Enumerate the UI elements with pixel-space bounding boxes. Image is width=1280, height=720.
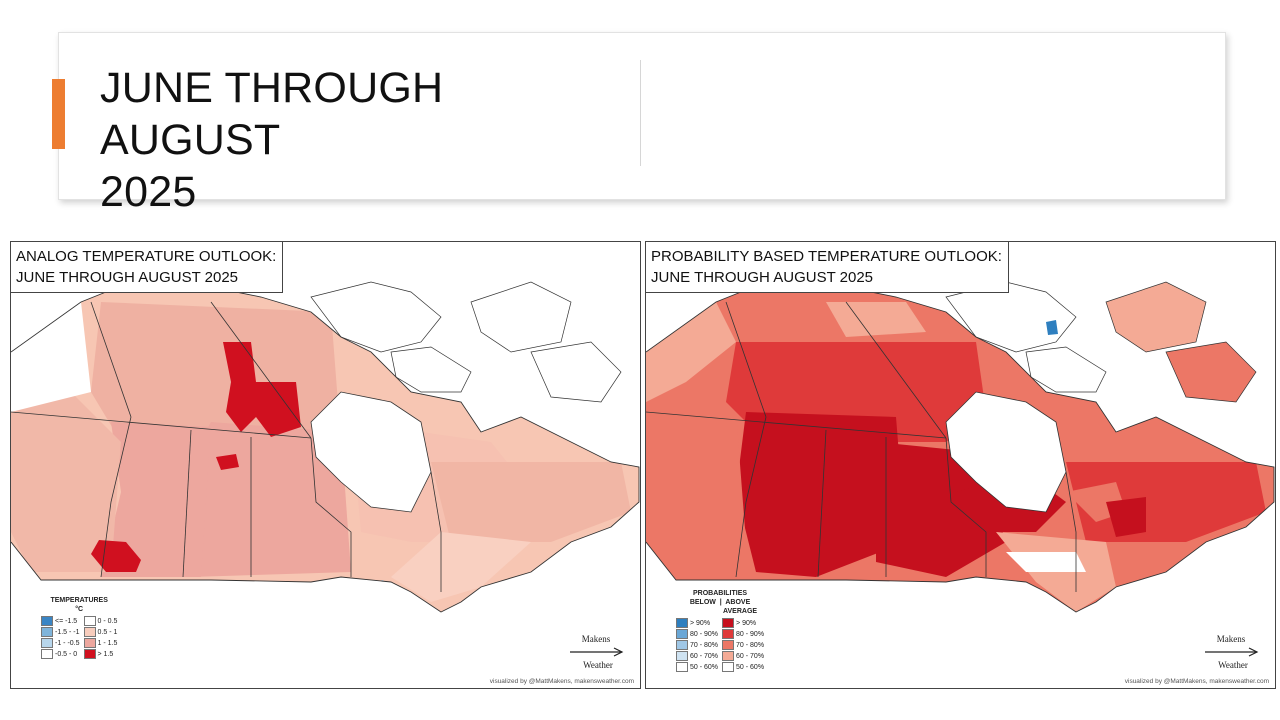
title-divider [640, 60, 641, 166]
probability-legend-swatch [676, 629, 688, 639]
probability-legend-items: > 90% > 90% 80 - 90% 80 - 90% 70 - 80% 70 - 8… [676, 618, 764, 672]
probability-temperature-map: PROBABILITY BASED TEMPERATURE OUTLOOK: J… [645, 241, 1276, 689]
analog-legend-swatch [41, 627, 53, 637]
probability-legend-swatch [676, 640, 688, 650]
title-card [58, 32, 1226, 200]
analog-map-graphic [11, 281, 640, 613]
analog-legend-item: -0.5 - 0 [41, 649, 80, 659]
probability-legend-label: 50 - 60% [690, 663, 719, 671]
analog-legend: TEMPERATURES °C <= -1.5 0 - 0.5 -1.5 - -1 0… [41, 596, 117, 659]
probability-legend-item: 70 - 80% [676, 640, 718, 650]
probability-legend: PROBABILITIES BELOW | ABOVE AVERAGE > 90… [676, 589, 764, 672]
probability-legend-label: 80 - 90% [736, 630, 765, 638]
analog-legend-item: 0 - 0.5 [83, 616, 118, 626]
analog-legend-label: -0.5 - 0 [55, 650, 78, 658]
probability-map-title-line-1: PROBABILITY BASED TEMPERATURE OUTLOOK: [651, 248, 1002, 265]
analog-legend-label: -1 - -0.5 [55, 639, 80, 647]
analog-temperature-map: ANALOG TEMPERATURE OUTLOOK: JUNE THROUGH… [10, 241, 641, 689]
probability-legend-label: > 90% [736, 619, 757, 627]
probability-legend-swatch [722, 640, 735, 650]
analog-legend-heading: TEMPERATURES [50, 597, 108, 604]
probability-legend-swatch [676, 618, 688, 628]
analog-legend-items: <= -1.5 0 - 0.5 -1.5 - -1 0.5 - 1 -1 - -0.5 1… [41, 616, 117, 659]
probability-map-credit: visualized by @MattMakens, makensweather… [1124, 678, 1269, 685]
slide-title-line-2: 2025 [100, 168, 197, 216]
probability-legend-item: 60 - 70% [722, 651, 764, 661]
makens-weather-logo: Makens Weather [570, 634, 624, 670]
logo-bottom-text: Weather [583, 660, 613, 670]
probability-legend-label: 80 - 90% [690, 630, 719, 638]
probability-legend-label: 50 - 60% [736, 663, 765, 671]
analog-legend-item: > 1.5 [83, 649, 118, 659]
probability-legend-item: 70 - 80% [722, 640, 764, 650]
probability-legend-label: > 90% [690, 619, 711, 627]
analog-legend-swatch [41, 649, 53, 659]
analog-legend-label: <= -1.5 [55, 617, 78, 625]
analog-legend-label: 1 - 1.5 [97, 639, 118, 647]
probability-legend-swatch [676, 662, 688, 672]
analog-map-title-line-1: ANALOG TEMPERATURE OUTLOOK: [16, 248, 277, 265]
probability-map-title: PROBABILITY BASED TEMPERATURE OUTLOOK: J… [646, 242, 1009, 293]
title-accent-bar [52, 79, 65, 149]
logo-top-text: Makens [582, 634, 611, 644]
probability-legend-item: 50 - 60% [676, 662, 718, 672]
analog-legend-item: 0.5 - 1 [83, 627, 118, 637]
analog-legend-swatch [83, 638, 96, 648]
probability-legend-swatch [676, 651, 688, 661]
analog-legend-swatch [83, 649, 96, 659]
analog-legend-unit: °C [75, 606, 84, 613]
probability-legend-subheading: BELOW | ABOVE [689, 599, 751, 606]
analog-legend-swatch [41, 616, 53, 626]
probability-legend-label: 70 - 80% [736, 641, 765, 649]
probability-legend-swatch [722, 629, 735, 639]
makens-weather-logo: Makens Weather [1205, 634, 1259, 670]
analog-legend-swatch [83, 627, 96, 637]
analog-map-credit: visualized by @MattMakens, makensweather… [489, 678, 634, 685]
probability-legend-item: > 90% [676, 618, 718, 628]
probability-legend-label: 70 - 80% [690, 641, 719, 649]
analog-map-title: ANALOG TEMPERATURE OUTLOOK: JUNE THROUGH… [11, 242, 284, 293]
probability-legend-label: 60 - 70% [736, 652, 765, 660]
probability-legend-heading: PROBABILITIES [693, 590, 748, 597]
probability-map-title-line-2: JUNE THROUGH AUGUST 2025 [651, 269, 874, 286]
analog-legend-item: 1 - 1.5 [83, 638, 118, 648]
probability-legend-item: 80 - 90% [722, 629, 764, 639]
logo-bottom-text: Weather [1218, 660, 1248, 670]
probability-legend-subheading-2: AVERAGE [722, 608, 758, 615]
probability-legend-swatch [722, 651, 735, 661]
probability-legend-item: > 90% [722, 618, 764, 628]
probability-legend-item: 60 - 70% [676, 651, 718, 661]
slide-title-line-1: JUNE THROUGH AUGUST [100, 64, 444, 164]
probability-map-graphic [646, 281, 1275, 613]
analog-legend-item: -1 - -0.5 [41, 638, 80, 648]
probability-legend-swatch [722, 618, 735, 628]
analog-legend-swatch [41, 638, 53, 648]
probability-legend-item: 50 - 60% [722, 662, 764, 672]
analog-legend-swatch [83, 616, 96, 626]
probability-legend-swatch [722, 662, 735, 672]
analog-legend-label: -1.5 - -1 [55, 628, 80, 636]
analog-legend-label: 0 - 0.5 [97, 617, 118, 625]
probability-legend-label: 60 - 70% [690, 652, 719, 660]
probability-legend-item: 80 - 90% [676, 629, 718, 639]
logo-top-text: Makens [1217, 634, 1246, 644]
analog-legend-label: 0.5 - 1 [97, 628, 118, 636]
analog-legend-label: > 1.5 [97, 650, 114, 658]
analog-legend-item: <= -1.5 [41, 616, 80, 626]
analog-map-title-line-2: JUNE THROUGH AUGUST 2025 [16, 269, 239, 286]
slide-title: JUNE THROUGH AUGUST 2025 [100, 62, 620, 218]
analog-legend-item: -1.5 - -1 [41, 627, 80, 637]
